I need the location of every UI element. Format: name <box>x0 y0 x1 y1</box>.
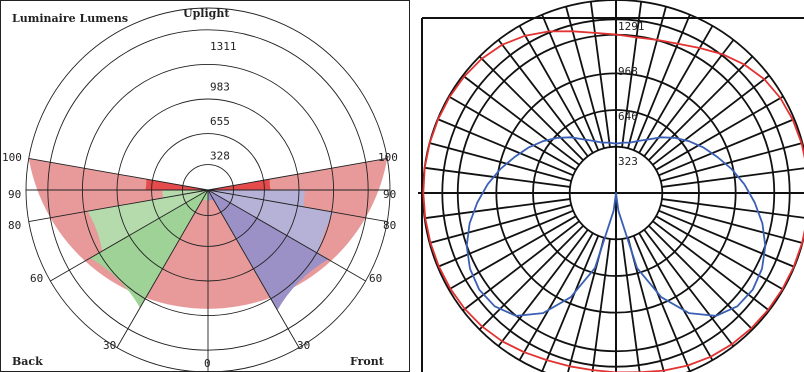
angle-label-left: 30 <box>103 339 116 352</box>
angle-label-bottom: 0 <box>204 357 211 370</box>
grid-spoke <box>565 6 605 149</box>
grid-spoke <box>627 6 667 149</box>
grid-spoke <box>478 55 584 161</box>
grid-spoke <box>591 238 611 372</box>
spoke-260 <box>28 157 209 191</box>
grid-spoke <box>497 229 589 347</box>
grid-spoke <box>437 118 574 177</box>
grid-spoke <box>518 25 594 154</box>
angle-label-right: 30 <box>297 339 310 352</box>
grid-spoke <box>424 198 571 220</box>
grid-spoke <box>638 232 714 361</box>
candela-distribution-chart: 323 646 968 1291 <box>418 0 804 372</box>
angle-label-right: 100 <box>378 151 398 164</box>
front-60-80 <box>87 190 208 252</box>
angle-label-left: 90 <box>8 188 21 201</box>
grid-spoke <box>429 204 572 244</box>
front-30-60 <box>90 190 208 308</box>
radial-tick-label: 655 <box>210 115 230 128</box>
grid-spoke <box>660 204 803 244</box>
spoke-80 <box>207 189 388 223</box>
grid-spoke <box>462 74 580 166</box>
angle-label-right: 60 <box>369 272 382 285</box>
back-30-60 <box>208 190 329 311</box>
back-60-80 <box>208 190 334 254</box>
grid-spoke <box>448 215 577 291</box>
angle-label-left: 60 <box>30 272 43 285</box>
grid-spoke <box>655 215 784 291</box>
grid-spoke <box>655 95 784 171</box>
grid-spoke <box>437 209 574 268</box>
grid-spoke <box>589 1 611 148</box>
grid-spoke <box>424 166 571 188</box>
grid-spoke <box>541 235 600 372</box>
grid-spoke <box>638 25 714 154</box>
luminaire-lumens-svg: 328 655 983 1311 100 90 80 60 30 100 90 80 60 30 0 Lum… <box>0 0 410 372</box>
grid-spoke <box>661 167 804 188</box>
angle-label-right: 90 <box>383 188 396 201</box>
angle-label-left: 100 <box>2 151 22 164</box>
spoke-280 <box>28 189 209 223</box>
grid-spoke <box>518 232 594 361</box>
grid-spoke <box>621 1 643 148</box>
grid-spoke <box>632 235 691 372</box>
radial-tick-label: 983 <box>210 80 230 93</box>
candela-distribution-svg: 323 646 968 1291 <box>418 0 804 372</box>
grid-spoke <box>478 225 584 331</box>
radial-tick-label: 1291 <box>618 20 645 33</box>
back-label: Back <box>12 355 43 368</box>
grid-spoke <box>660 142 803 182</box>
radial-tick-label: 328 <box>210 149 230 162</box>
angle-label-left: 80 <box>8 219 21 232</box>
radial-tick-label: 323 <box>618 155 638 168</box>
grid-spoke <box>621 238 641 372</box>
front-label: Front <box>350 355 385 368</box>
grid-spoke <box>652 220 770 312</box>
spoke-100 <box>207 157 388 191</box>
angle-label-right: 80 <box>383 219 396 232</box>
uplight-label: Uplight <box>183 7 230 20</box>
series-line-1 <box>465 136 767 317</box>
grid-spoke <box>648 55 754 161</box>
radial-tick-label: 646 <box>618 110 638 123</box>
spoke-30 <box>207 189 300 348</box>
grid-spoke <box>462 220 580 312</box>
series-line-0 <box>422 30 804 372</box>
spoke-60 <box>207 189 366 282</box>
grid-spoke <box>541 14 600 151</box>
radial-tick-label: 1311 <box>210 40 237 53</box>
grid-spoke <box>658 209 795 268</box>
grid-spoke <box>632 14 691 151</box>
spoke-330 <box>116 189 209 348</box>
grid-ring-5 <box>422 0 804 372</box>
grid-spoke <box>448 95 577 171</box>
grid-spoke <box>648 225 754 331</box>
chart-title: Luminaire Lumens <box>12 12 128 25</box>
radial-tick-label: 968 <box>618 65 638 78</box>
grid-spoke <box>658 118 795 177</box>
grid-spoke <box>429 142 572 182</box>
luminaire-lumens-chart: 328 655 983 1311 100 90 80 60 30 100 90 80 60 30 0 Lum… <box>0 0 410 372</box>
grid-spoke <box>661 198 804 219</box>
grid-spoke <box>652 74 770 166</box>
grid-spoke <box>643 229 735 347</box>
spoke-300 <box>50 189 209 282</box>
